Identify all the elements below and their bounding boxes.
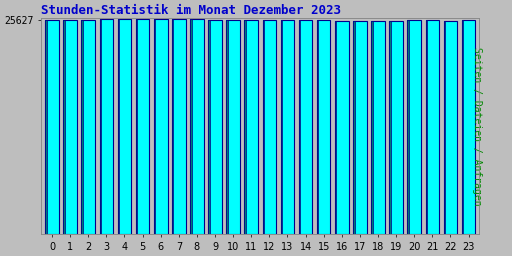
Bar bbox=[281, 20, 282, 234]
Bar bbox=[353, 21, 367, 234]
Bar bbox=[118, 19, 119, 234]
Bar bbox=[425, 20, 427, 234]
Bar bbox=[190, 19, 204, 234]
Bar bbox=[244, 20, 258, 234]
Bar bbox=[208, 20, 222, 234]
Bar bbox=[317, 20, 331, 234]
Bar bbox=[172, 19, 174, 234]
Bar bbox=[462, 20, 463, 234]
Bar bbox=[371, 21, 385, 234]
Bar bbox=[389, 21, 391, 234]
Bar bbox=[154, 19, 167, 234]
Bar bbox=[226, 20, 240, 234]
Bar bbox=[263, 20, 264, 234]
Bar bbox=[154, 19, 155, 234]
Bar bbox=[172, 19, 186, 234]
Bar bbox=[299, 20, 300, 234]
Bar bbox=[335, 21, 349, 234]
Bar bbox=[425, 20, 439, 234]
Bar bbox=[244, 20, 246, 234]
Bar bbox=[226, 20, 228, 234]
Bar bbox=[208, 20, 210, 234]
Bar bbox=[353, 21, 355, 234]
Bar bbox=[317, 20, 318, 234]
Y-axis label: Seiten / Dateien / Anfragen: Seiten / Dateien / Anfragen bbox=[472, 47, 482, 206]
Bar bbox=[100, 19, 101, 234]
Bar bbox=[63, 20, 65, 234]
Bar bbox=[190, 19, 191, 234]
Bar bbox=[118, 19, 131, 234]
Bar bbox=[408, 20, 409, 234]
Bar bbox=[389, 21, 403, 234]
Bar bbox=[299, 20, 312, 234]
Bar bbox=[136, 19, 150, 234]
Bar bbox=[408, 20, 421, 234]
Bar bbox=[136, 19, 137, 234]
Bar bbox=[63, 20, 77, 234]
Bar bbox=[371, 21, 373, 234]
Bar bbox=[81, 20, 95, 234]
Bar bbox=[45, 20, 59, 234]
Text: Stunden-Statistik im Monat Dezember 2023: Stunden-Statistik im Monat Dezember 2023 bbox=[41, 4, 341, 17]
Bar bbox=[335, 21, 336, 234]
Bar bbox=[81, 20, 83, 234]
Bar bbox=[263, 20, 276, 234]
Bar bbox=[100, 19, 113, 234]
Bar bbox=[45, 20, 47, 234]
Bar bbox=[281, 20, 294, 234]
Bar bbox=[462, 20, 475, 234]
Bar bbox=[444, 20, 445, 234]
Bar bbox=[444, 20, 457, 234]
